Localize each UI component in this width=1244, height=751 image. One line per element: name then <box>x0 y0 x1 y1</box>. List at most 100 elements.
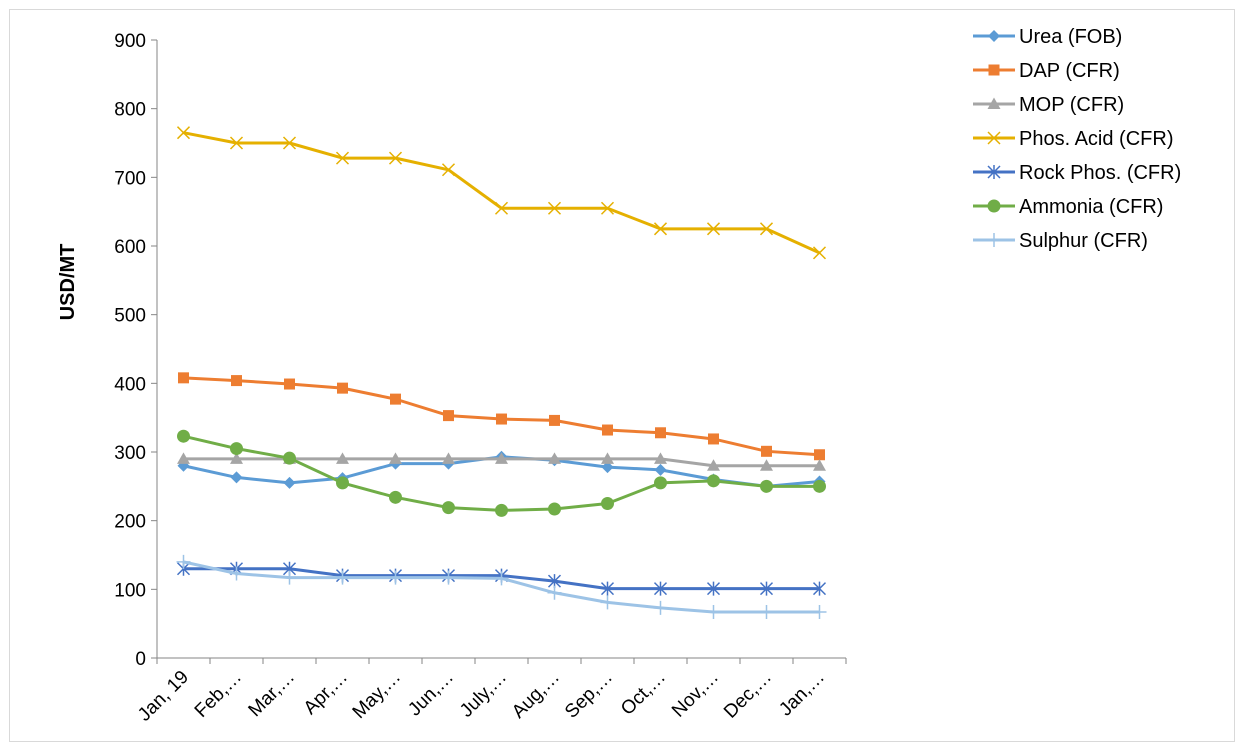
data-point <box>814 449 825 461</box>
axes: 0 100 200 300 400 500 600 700 800 900 Jan, 19Feb,…… <box>114 31 847 726</box>
data-point <box>336 476 349 490</box>
data-point <box>388 151 403 165</box>
data-point <box>494 201 509 215</box>
legend-label: Sulphur (CFR) <box>1019 230 1148 252</box>
data-point <box>442 501 455 515</box>
x-tick-label: Jan,… <box>775 667 829 721</box>
data-point <box>653 222 668 236</box>
data-point <box>813 479 826 493</box>
y-tick-label: 100 <box>114 580 146 601</box>
y-tick-label: 0 <box>135 649 146 670</box>
series-6 <box>176 554 827 619</box>
data-point <box>388 570 403 585</box>
x-tick-label: Jan, 19 <box>134 667 193 726</box>
data-point <box>230 452 243 464</box>
data-point <box>495 503 508 517</box>
data-point <box>654 452 667 464</box>
legend-label: Ammonia (CFR) <box>1019 196 1163 218</box>
legend-item: Urea (FOB) <box>973 26 1122 48</box>
data-point <box>988 64 1000 76</box>
data-point <box>812 604 827 619</box>
x-tick-label: July,… <box>456 667 511 722</box>
data-point <box>283 451 296 465</box>
data-point <box>496 413 507 425</box>
data-point <box>600 201 615 215</box>
data-point <box>759 581 774 596</box>
y-axis-title: USD/MT <box>57 244 79 321</box>
data-point <box>706 581 721 596</box>
data-point <box>443 410 454 422</box>
data-point <box>708 433 719 445</box>
series-1 <box>178 372 825 461</box>
legend-item: DAP (CFR) <box>973 60 1120 82</box>
x-tick-label: Oct,… <box>617 667 670 720</box>
data-point <box>812 581 827 596</box>
data-point <box>389 490 402 504</box>
data-point <box>987 233 1001 247</box>
data-point <box>176 126 191 140</box>
data-point <box>706 604 721 619</box>
data-point <box>707 474 720 488</box>
data-point <box>494 571 509 586</box>
y-tick-label: 400 <box>114 374 146 395</box>
data-point <box>987 165 1001 179</box>
data-point <box>231 375 242 387</box>
data-point <box>987 97 1001 109</box>
data-point <box>600 595 615 610</box>
data-point <box>707 459 720 471</box>
data-point <box>761 445 772 457</box>
data-point <box>601 452 614 464</box>
data-point <box>549 414 560 426</box>
data-point <box>178 372 189 384</box>
legend-item: Rock Phos. (CFR) <box>973 162 1181 184</box>
data-point <box>495 452 508 464</box>
data-point <box>441 570 456 585</box>
data-point <box>389 452 402 464</box>
data-point <box>654 463 667 476</box>
line-chart: 0 100 200 300 400 500 600 700 800 900 Jan, 19Feb,…… <box>57 26 1181 726</box>
data-point <box>987 131 1001 145</box>
data-point <box>987 199 1001 213</box>
y-tick-label: 200 <box>114 512 146 533</box>
x-tick-label: Mar,… <box>245 667 299 721</box>
x-tick-label: Apr,… <box>300 667 352 719</box>
x-tick-label: Nov,… <box>668 667 723 722</box>
chart-frame: 0 100 200 300 400 500 600 700 800 900 Jan, 19 Feb,…… <box>9 9 1235 742</box>
y-tick-label: 700 <box>114 168 146 189</box>
data-point <box>547 574 562 589</box>
data-point <box>229 566 244 581</box>
y-tick-label: 600 <box>114 237 146 258</box>
series-5 <box>177 429 826 517</box>
series-line <box>183 131 821 255</box>
data-point <box>548 452 561 464</box>
legend-label: Urea (FOB) <box>1019 26 1122 48</box>
data-point <box>601 461 614 474</box>
x-tick-label: Jun,… <box>404 667 458 721</box>
data-point <box>655 427 666 439</box>
legend-label: MOP (CFR) <box>1019 94 1124 116</box>
data-point <box>230 442 243 456</box>
series-layer <box>176 126 827 619</box>
data-point <box>335 151 350 165</box>
legend-label: DAP (CFR) <box>1019 60 1120 82</box>
x-tick-label: Feb,… <box>191 667 246 722</box>
data-point <box>600 581 615 596</box>
data-point <box>283 476 296 489</box>
legend-label: Rock Phos. (CFR) <box>1019 162 1181 184</box>
legend-label: Phos. Acid (CFR) <box>1019 128 1173 150</box>
data-point <box>653 600 668 615</box>
series-3 <box>176 126 827 260</box>
data-point <box>229 136 244 150</box>
legend: Urea (FOB) DAP (CFR) MOP (CFR) Phos. Acid (… <box>973 26 1181 252</box>
data-point <box>547 201 562 215</box>
data-point <box>988 30 1000 42</box>
legend-item: Sulphur (CFR) <box>973 230 1148 252</box>
y-tick-label: 500 <box>114 306 146 327</box>
data-point <box>602 424 613 436</box>
data-point <box>760 479 773 493</box>
series-line <box>183 434 820 512</box>
data-point <box>441 163 456 177</box>
data-point <box>282 136 297 150</box>
legend-item: MOP (CFR) <box>973 94 1124 116</box>
x-tick-label: Dec,… <box>720 667 776 723</box>
